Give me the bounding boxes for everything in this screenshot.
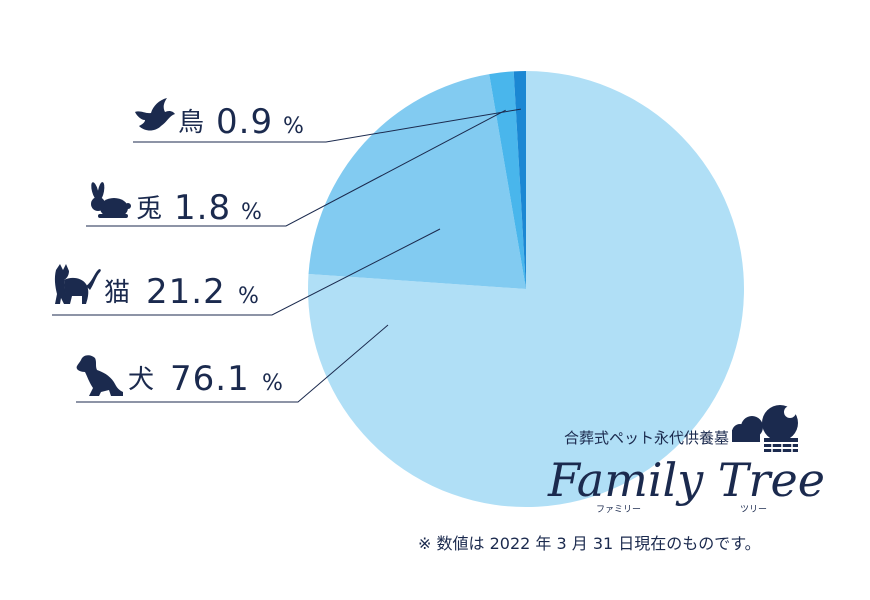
label-value-dog: 76.1 (170, 359, 250, 399)
dog-icon (76, 355, 123, 396)
label-name-bird: 鳥 (178, 108, 204, 138)
bird-icon (135, 98, 175, 131)
leader-line-bird (133, 108, 521, 143)
footnote: ※ 数値は 2022 年 3 月 31 日現在のものです。 (418, 534, 761, 553)
brand-subtitle: 合葬式ペット永代供養墓 (564, 429, 729, 447)
slice-bird (513, 71, 526, 289)
leader-line-dog (76, 324, 389, 403)
label-value-bird: 0.9 (216, 102, 273, 142)
label-value-rabbit: 1.8 (174, 188, 231, 228)
slice-dog (308, 71, 744, 508)
label-unit-rabbit: % (241, 200, 262, 225)
slice-cat (308, 74, 526, 289)
label-name-rabbit: 兎 (136, 194, 162, 224)
label-unit-bird: % (283, 114, 304, 139)
slice-rabbit (489, 71, 526, 289)
label-rabbit: 兎 1.8 % (91, 182, 262, 228)
brand-logo: 合葬式ペット永代供養墓 Family Tree ファミリー ツリー (547, 405, 825, 515)
brand-ruby-family: ファミリー (596, 505, 641, 515)
label-unit-dog: % (262, 371, 283, 396)
brand-name: Family Tree (547, 453, 825, 507)
leader-line-cat (52, 228, 441, 316)
label-dog: 犬 76.1 % (76, 355, 283, 399)
tree-cloud-icon (732, 405, 798, 452)
label-name-cat: 猫 (104, 278, 130, 308)
label-cat: 猫 21.2 % (54, 264, 259, 312)
leader-lines (52, 108, 521, 403)
label-unit-cat: % (238, 284, 259, 309)
label-bird: 鳥 0.9 % (135, 98, 304, 142)
leader-line-rabbit (86, 109, 506, 227)
label-value-cat: 21.2 (146, 272, 226, 312)
rabbit-icon (91, 182, 131, 218)
cat-icon (54, 264, 101, 304)
label-name-dog: 犬 (128, 365, 154, 395)
brand-ruby-tree: ツリー (740, 505, 767, 515)
